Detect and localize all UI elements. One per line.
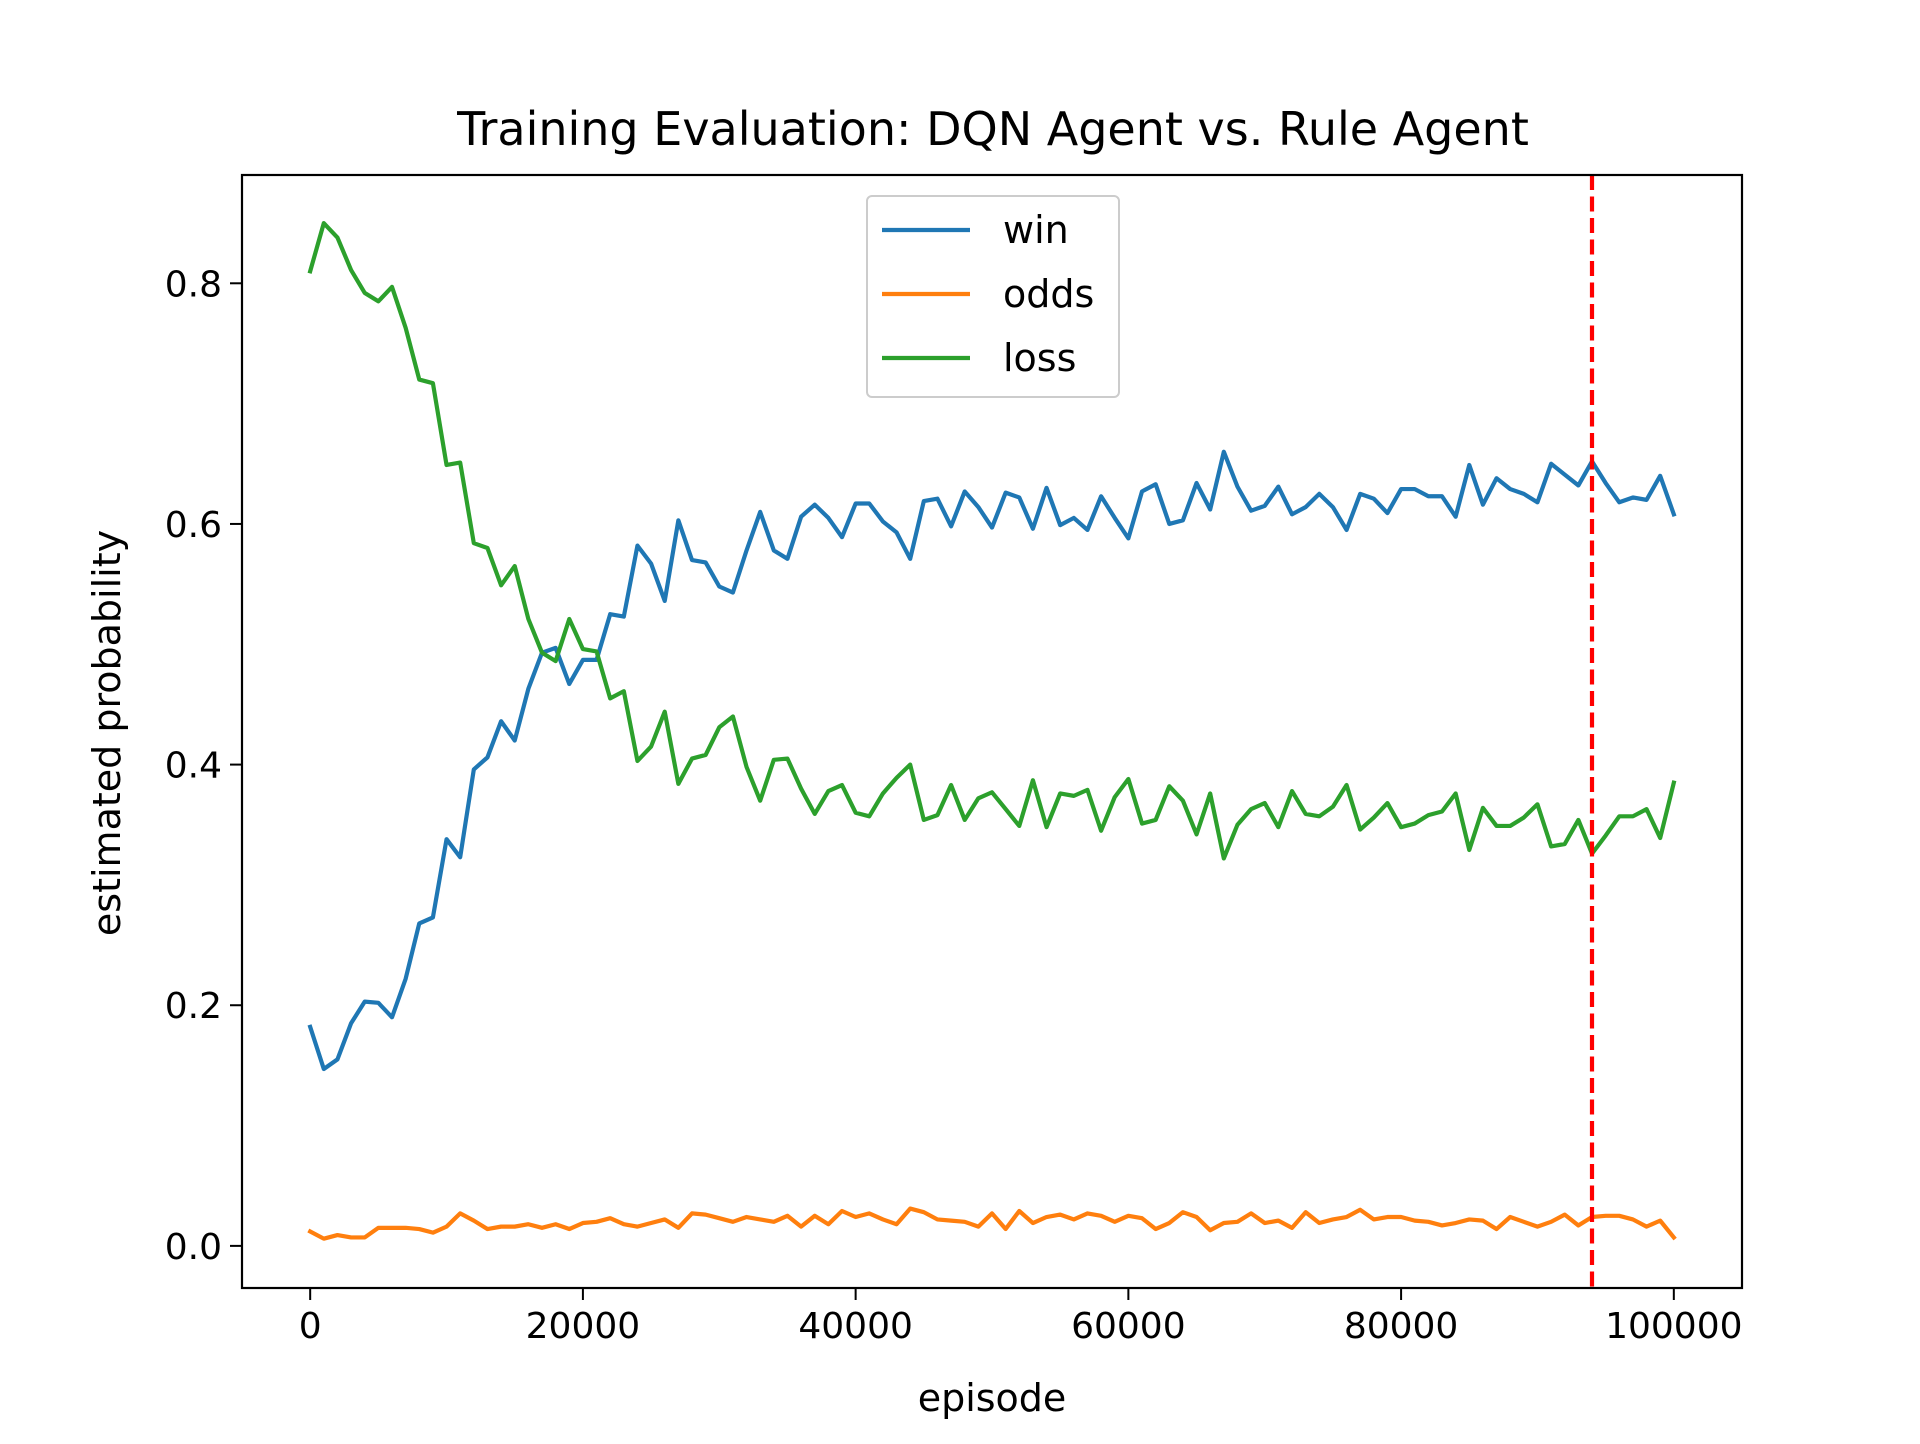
y-axis-label: estimated probability — [85, 530, 129, 936]
y-tick-label: 0.6 — [165, 505, 222, 546]
x-tick-label: 0 — [299, 1306, 322, 1347]
legend-label-win: win — [1003, 208, 1069, 252]
y-tick-label: 0.2 — [165, 986, 222, 1027]
series-line-win — [307, 449, 1677, 1072]
x-tick-label: 80000 — [1344, 1306, 1459, 1347]
y-tick-label: 0.8 — [165, 264, 222, 305]
x-axis-label: episode — [918, 1376, 1067, 1420]
x-axis-ticks: 0 20000 40000 60000 80000 100000 — [299, 1288, 1743, 1347]
legend-box — [866, 195, 1120, 398]
x-tick-label: 60000 — [1071, 1306, 1186, 1347]
legend-label-loss: loss — [1003, 336, 1076, 380]
y-axis-ticks: 0.0 0.2 0.4 0.6 0.8 — [165, 264, 242, 1268]
series-line-odds — [307, 1206, 1677, 1241]
y-tick-label: 0.4 — [165, 746, 222, 787]
legend: win odds loss — [866, 195, 1120, 398]
series-lines — [307, 221, 1677, 1241]
series-line-loss — [307, 221, 1677, 861]
x-tick-label: 20000 — [526, 1306, 641, 1347]
x-tick-label: 40000 — [798, 1306, 913, 1347]
y-tick-label: 0.0 — [165, 1227, 222, 1268]
legend-label-odds: odds — [1003, 272, 1094, 316]
axes-frame — [240, 173, 1744, 1290]
chart-title: Training Evaluation: DQN Agent vs. Rule … — [456, 102, 1529, 156]
x-tick-label: 100000 — [1605, 1306, 1742, 1347]
